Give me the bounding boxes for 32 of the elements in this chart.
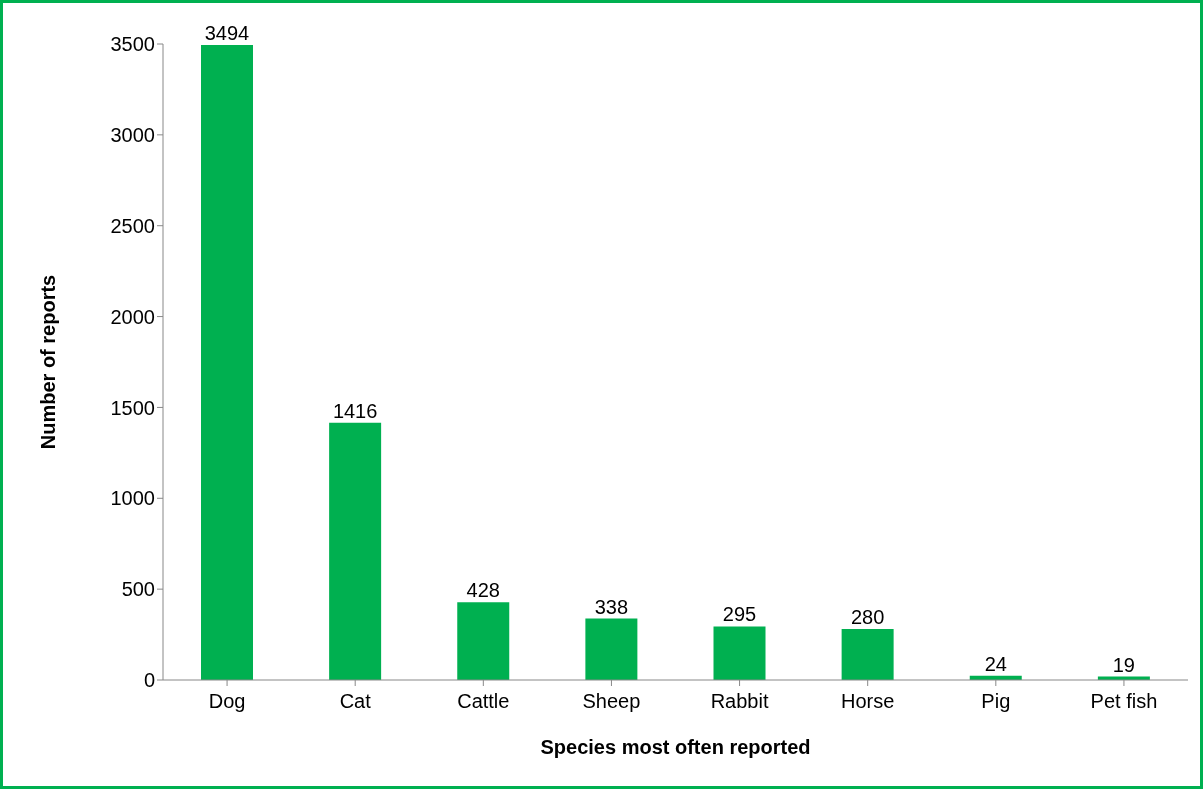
data-label: 280 xyxy=(850,606,885,629)
x-tick-label: Sheep xyxy=(582,690,641,713)
y-tick-label: 500 xyxy=(121,578,155,601)
y-tick-label: 3000 xyxy=(110,123,155,146)
data-label: 19 xyxy=(1112,653,1135,676)
bar xyxy=(201,45,253,680)
data-label: 338 xyxy=(594,595,629,618)
x-tick-label: Horse xyxy=(841,690,895,713)
data-label: 428 xyxy=(466,579,500,602)
data-label: 1416 xyxy=(332,399,378,422)
y-tick-label: 3500 xyxy=(110,33,155,56)
x-tick-label: Pig xyxy=(981,690,1011,713)
bar xyxy=(457,602,510,680)
data-label: 3494 xyxy=(204,22,250,45)
bar xyxy=(329,422,382,680)
x-axis-title: Species most often reported xyxy=(540,736,811,758)
y-axis-title: Number of reports xyxy=(37,274,60,450)
y-tick-label: 2000 xyxy=(110,305,155,328)
x-tick-label: Rabbit xyxy=(710,690,769,713)
bar xyxy=(585,618,638,680)
y-tick-label: 0 xyxy=(143,669,155,692)
x-tick-label: Cattle xyxy=(457,690,510,713)
y-tick-label: 1500 xyxy=(110,396,155,419)
y-tick-label: 2500 xyxy=(110,214,155,237)
bar xyxy=(713,626,766,680)
x-tick-label: Dog xyxy=(208,690,246,713)
data-label: 24 xyxy=(984,652,1007,675)
x-tick-label: Cat xyxy=(339,690,372,713)
bar xyxy=(841,629,894,680)
data-label: 295 xyxy=(722,603,757,626)
x-tick-label: Pet fish xyxy=(1090,690,1158,713)
y-tick-label: 1000 xyxy=(110,487,155,510)
